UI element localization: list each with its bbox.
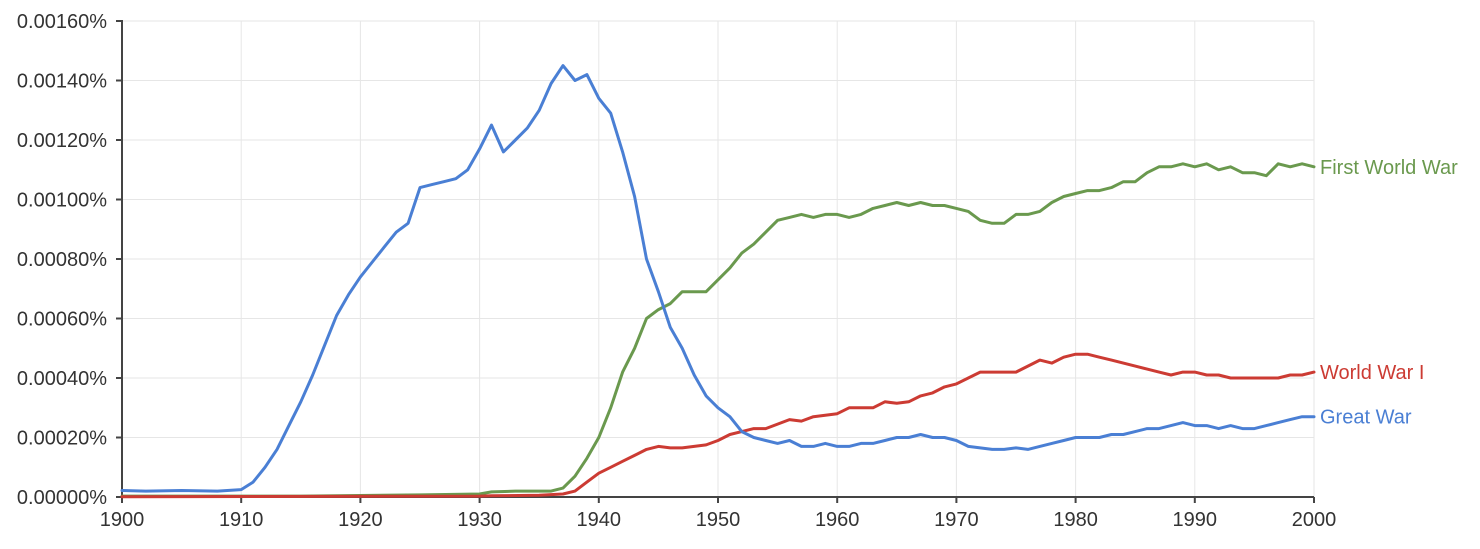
y-tick-label: 0.00000% (17, 487, 107, 509)
x-tick-label: 1960 (815, 509, 860, 531)
x-tick-label: 1950 (696, 509, 741, 531)
series-label-first-world-war: First World War (1320, 157, 1458, 179)
x-tick-label: 1910 (219, 509, 264, 531)
y-tick-label: 0.00160% (17, 11, 107, 33)
y-tick-label: 0.00060% (17, 309, 107, 331)
series-lines (120, 64, 1316, 499)
series-line-first-world-war (120, 162, 1316, 498)
x-tick-label: 2000 (1292, 509, 1337, 531)
x-tick-label: 1930 (457, 509, 502, 531)
x-tick-label: 1900 (100, 509, 145, 531)
y-tick-label: 0.00100% (17, 190, 107, 212)
x-tick-label: 1940 (577, 509, 622, 531)
x-tick-label: 1980 (1053, 509, 1098, 531)
x-tick-label: 1970 (934, 509, 979, 531)
y-tick-label: 0.00080% (17, 249, 107, 271)
axes: 0.00000% 0.00020% 0.00040% 0.00060% 0.00080%… (17, 11, 1336, 531)
gridlines (122, 20, 1315, 497)
y-tick-label: 0.00020% (17, 428, 107, 450)
x-tick-label: 1990 (1173, 509, 1218, 531)
y-tick-label: 0.00120% (17, 130, 107, 152)
y-tick-label: 0.00140% (17, 71, 107, 93)
y-tick-label: 0.00040% (17, 368, 107, 390)
series-line-great-war (120, 64, 1316, 493)
series-label-great-war: Great War (1320, 407, 1412, 429)
series-label-world-war-i: World War I (1320, 362, 1424, 384)
series-labels: First World War World War I Great War (1320, 157, 1458, 429)
x-tick-label: 1920 (338, 509, 383, 531)
series-line-world-war-i (120, 352, 1316, 499)
